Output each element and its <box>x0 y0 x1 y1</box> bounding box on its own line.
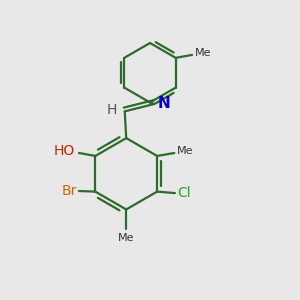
Text: HO: HO <box>53 145 74 158</box>
Text: N: N <box>158 95 171 110</box>
Text: Me: Me <box>177 146 193 157</box>
Text: H: H <box>107 103 117 117</box>
Text: Me: Me <box>118 233 134 243</box>
Text: Cl: Cl <box>177 186 191 200</box>
Text: Br: Br <box>61 184 76 198</box>
Text: Me: Me <box>194 48 211 59</box>
